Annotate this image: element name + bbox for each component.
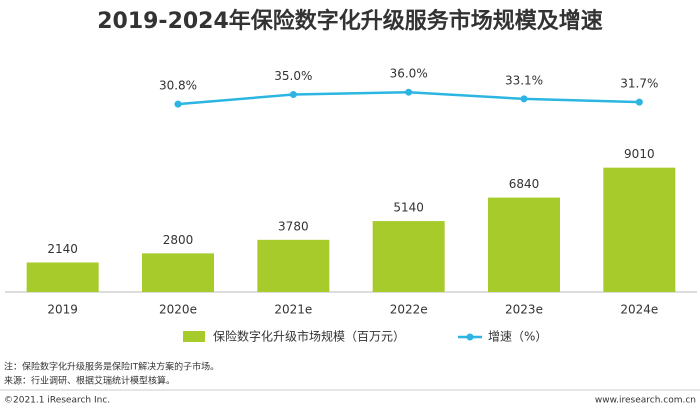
data-label: 5140 bbox=[393, 201, 424, 215]
data-label: 31.7% bbox=[620, 77, 658, 91]
data-label: 9010 bbox=[624, 147, 655, 161]
data-label: 36.0% bbox=[390, 67, 428, 81]
x-tick-label: 2023e bbox=[505, 303, 543, 317]
note: 来源：行业调研、根据艾瑞统计模型核算。 bbox=[4, 375, 175, 387]
legend-swatch bbox=[466, 333, 474, 341]
point bbox=[520, 95, 528, 103]
bar bbox=[26, 262, 99, 292]
x-tick-label: 2019 bbox=[47, 303, 78, 317]
x-tick-label: 2024e bbox=[620, 303, 658, 317]
bar bbox=[488, 197, 560, 292]
data-label: 35.0% bbox=[274, 69, 312, 83]
x-tick-label: 2020e bbox=[159, 303, 197, 317]
data-label: 2800 bbox=[163, 233, 194, 247]
data-label: 6840 bbox=[509, 177, 540, 191]
data-label: 3780 bbox=[278, 219, 309, 233]
legend-swatch bbox=[183, 331, 205, 342]
point bbox=[405, 88, 413, 96]
chart-title: 2019-2024年保险数字化升级服务市场规模及增速 bbox=[97, 8, 603, 34]
note: 注：保险数字化升级服务是保险IT解决方案的子市场。 bbox=[4, 361, 219, 373]
point bbox=[289, 91, 297, 98]
data-label: 30.8% bbox=[159, 79, 197, 93]
data-label: 2140 bbox=[47, 242, 78, 256]
footer-left: ©2021.1 iResearch Inc. bbox=[4, 396, 110, 406]
legend-label: 增速（%） bbox=[488, 330, 547, 344]
legend-label: 保险数字化升级市场规模（百万元） bbox=[213, 329, 405, 344]
bar bbox=[257, 239, 330, 292]
x-tick-label: 2022e bbox=[390, 303, 428, 317]
x-tick-label: 2021e bbox=[274, 303, 312, 317]
footer-right: www.iresearch.com.cn bbox=[595, 396, 696, 406]
bar bbox=[603, 167, 676, 292]
data-label: 33.1% bbox=[505, 73, 543, 87]
point bbox=[635, 98, 643, 106]
point bbox=[174, 100, 182, 108]
bar bbox=[142, 253, 214, 292]
bar bbox=[372, 221, 445, 292]
